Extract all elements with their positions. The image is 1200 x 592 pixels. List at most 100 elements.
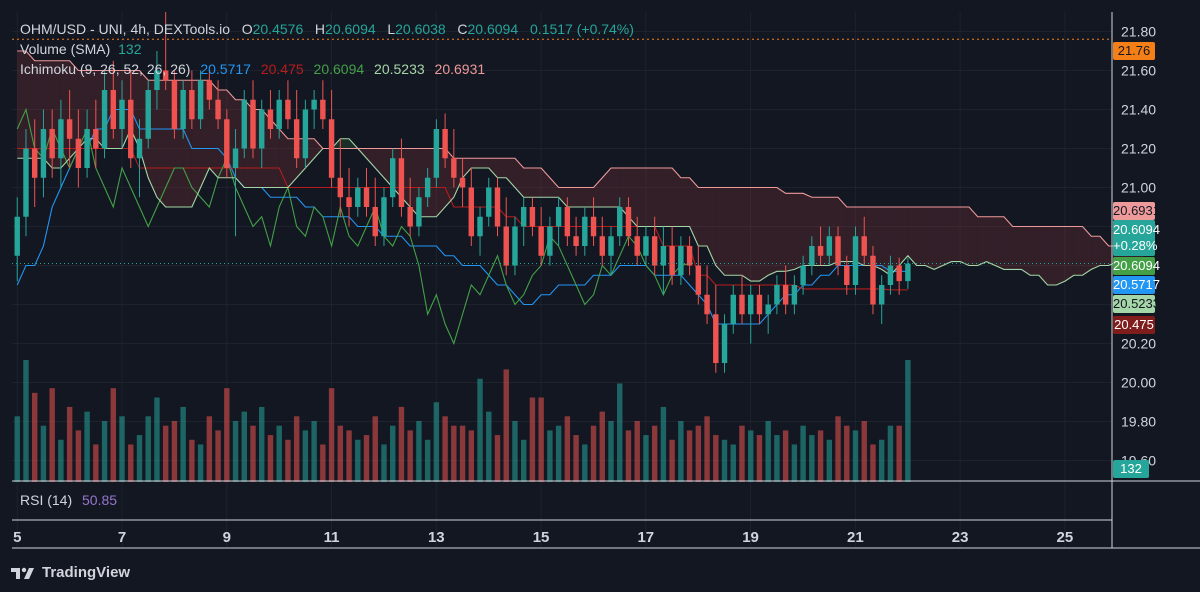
cloud-segment	[532, 168, 542, 198]
x-tick-label: 9	[223, 529, 231, 546]
volume-bar	[372, 416, 378, 482]
volume-bar	[189, 439, 195, 482]
volume-bar	[58, 439, 64, 482]
candles	[14, 12, 911, 373]
cloud-segment	[759, 187, 769, 282]
volume-bar	[634, 421, 640, 482]
volume-bar	[870, 444, 876, 482]
volume-bar	[503, 369, 509, 482]
candle-body	[695, 265, 702, 295]
candle-body	[608, 236, 614, 256]
ohlc-high: H20.6094	[314, 21, 376, 37]
volume-bar	[320, 444, 326, 482]
ichimoku-spanB-value: 20.6931	[434, 61, 486, 77]
volume-bar	[852, 430, 859, 482]
candle-body	[713, 314, 719, 363]
cloud-segment	[698, 187, 708, 246]
candle-body	[809, 246, 815, 266]
volume-bar	[328, 388, 335, 482]
volume-bar	[739, 425, 745, 482]
cloud-segment	[942, 207, 952, 266]
candle-body	[346, 197, 352, 207]
volume-bar	[171, 421, 178, 482]
volume-bar	[704, 416, 710, 482]
candle-body	[66, 119, 73, 139]
candle-body	[75, 138, 82, 168]
cloud-segment	[741, 187, 751, 282]
rsi-legend[interactable]: RSI (14) 50.85	[20, 492, 117, 508]
volume-bar	[844, 425, 850, 482]
x-tick-label: 15	[533, 529, 550, 546]
volume-bar	[180, 406, 186, 482]
candle-body	[678, 246, 684, 276]
candle-body	[93, 129, 99, 149]
cloud-segment	[1073, 226, 1083, 276]
volume-bar	[826, 439, 833, 482]
candle-body	[215, 99, 221, 120]
ichimoku-line-5	[17, 50, 1144, 247]
cloud-segment	[637, 168, 646, 227]
volume-bar	[337, 425, 344, 482]
ichimoku-label: Ichimoku (9, 26, 52, 26, 26)	[20, 61, 191, 77]
cloud-segment	[1082, 226, 1092, 276]
x-tick-label: 13	[428, 529, 445, 546]
tenkan-price-tag: 20.5717	[1113, 276, 1160, 294]
volume-bar	[861, 421, 867, 482]
cloud-segment	[881, 207, 891, 276]
cloud-segment	[1047, 226, 1057, 285]
volume-bar	[232, 421, 239, 482]
ichimoku-line-4	[17, 127, 1144, 286]
candle-body	[625, 207, 632, 237]
candle-body	[250, 99, 256, 149]
candle-body	[547, 226, 553, 256]
candle-body	[529, 207, 536, 227]
ichimoku-legend[interactable]: Ichimoku (9, 26, 52, 26, 26) 20.5717 20.…	[20, 61, 485, 77]
ohlc-change: 0.1517 (+0.74%)	[530, 21, 634, 37]
kijun-price-tag: 20.475	[1113, 316, 1155, 334]
volume-bar	[40, 425, 47, 482]
candle-body	[433, 129, 440, 178]
candle-body	[128, 99, 134, 159]
y-tick-label: 21.20	[1121, 141, 1156, 157]
cloud-segment	[672, 168, 681, 227]
cloud-segment	[707, 187, 716, 266]
cloud-segment	[523, 168, 533, 198]
candle-body	[14, 216, 20, 256]
volume-bar	[302, 430, 309, 482]
cloud-segment	[680, 177, 690, 227]
volume-legend[interactable]: Volume (SMA) 132	[20, 41, 142, 57]
tradingview-logo[interactable]: TradingView	[10, 564, 130, 581]
candle-body	[136, 138, 143, 159]
volume-bar	[285, 439, 291, 482]
volume-bar	[145, 416, 151, 482]
x-tick-label: 17	[637, 529, 654, 546]
cloud-segment	[960, 207, 970, 266]
candle-body	[320, 99, 326, 120]
volume-bar	[721, 439, 728, 482]
volume-bar	[468, 430, 475, 482]
alert-price-tag[interactable]: 21.76	[1113, 42, 1155, 60]
volume-bar	[582, 444, 588, 482]
candle-body	[669, 246, 675, 276]
candle-body	[459, 177, 466, 188]
volume-bar	[669, 439, 675, 482]
cloud-segment	[25, 51, 35, 159]
cloud-segment	[995, 216, 1004, 270]
candle-body	[49, 129, 55, 159]
candle-body	[276, 99, 282, 129]
symbol-title[interactable]: OHM/USD - UNI, 4h, DEXTools.io	[20, 21, 231, 37]
volume-bar	[651, 425, 658, 482]
candle-body	[486, 187, 492, 217]
cloud-segment	[689, 177, 699, 246]
volume-bar	[250, 425, 256, 482]
volume-bar	[547, 430, 553, 482]
candle-body	[573, 236, 579, 246]
volume-bar	[538, 397, 544, 482]
volume-bar	[407, 430, 413, 482]
candle-body	[197, 80, 204, 120]
cloud-segment	[934, 207, 943, 270]
candle-body	[782, 285, 789, 305]
cloud-segment	[794, 193, 804, 270]
cloud-segment	[471, 158, 481, 168]
